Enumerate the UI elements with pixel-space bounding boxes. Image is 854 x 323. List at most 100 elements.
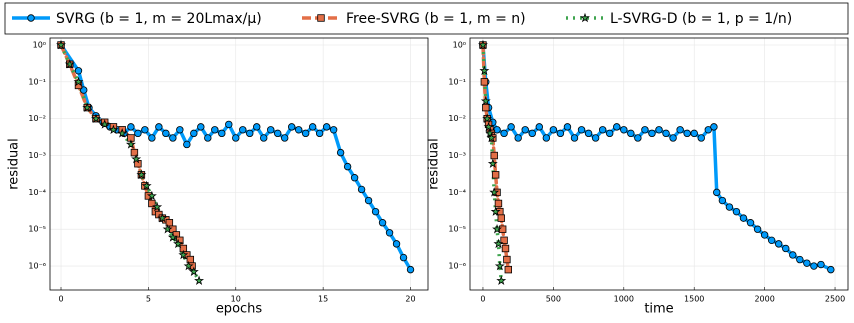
- marker: [378, 219, 387, 227]
- marker: [246, 129, 254, 138]
- marker: [157, 212, 168, 223]
- marker: [501, 244, 510, 253]
- marker: [620, 126, 628, 134]
- marker: [169, 134, 177, 142]
- marker: [125, 139, 136, 149]
- marker: [301, 129, 310, 138]
- marker: [489, 187, 500, 197]
- marker: [152, 201, 163, 212]
- marker: [482, 113, 493, 123]
- y-tick-label: 10⁻⁶: [28, 262, 46, 271]
- marker: [406, 265, 415, 274]
- marker: [480, 78, 489, 86]
- marker: [591, 134, 600, 142]
- marker: [162, 223, 173, 234]
- marker: [336, 148, 345, 157]
- marker: [504, 265, 513, 274]
- marker: [497, 214, 505, 222]
- marker: [662, 129, 670, 138]
- legend-marker: [27, 14, 35, 22]
- marker: [188, 266, 199, 276]
- marker: [487, 158, 498, 168]
- marker: [500, 129, 508, 138]
- marker: [274, 129, 282, 138]
- marker: [329, 126, 338, 134]
- x-axis-label: time: [644, 302, 673, 317]
- marker: [130, 148, 139, 157]
- marker: [556, 129, 565, 138]
- marker: [542, 134, 551, 142]
- marker: [514, 134, 522, 142]
- marker: [64, 59, 75, 69]
- y-tick-label: 10⁻³: [448, 151, 466, 160]
- x-tick-label: 15: [318, 295, 328, 304]
- marker: [56, 39, 66, 50]
- y-tick-label: 10⁰: [33, 41, 46, 50]
- marker: [485, 128, 495, 138]
- x-tick-label: 500: [546, 295, 561, 304]
- marker: [669, 134, 677, 142]
- marker: [760, 231, 769, 239]
- y-tick-label: 10⁻⁴: [28, 188, 46, 197]
- marker: [753, 225, 762, 233]
- x-tick-label: 2500: [825, 295, 845, 304]
- x-tick-label: 0: [480, 295, 485, 304]
- marker: [570, 134, 579, 142]
- marker: [162, 129, 170, 138]
- marker: [486, 132, 497, 143]
- marker: [479, 65, 490, 75]
- marker: [99, 119, 110, 129]
- marker: [131, 153, 142, 164]
- marker: [91, 113, 101, 123]
- marker: [399, 253, 408, 262]
- marker: [493, 238, 504, 249]
- marker: [767, 236, 776, 245]
- legend-marker: [317, 14, 325, 22]
- marker: [141, 180, 152, 191]
- legend-box: [4, 2, 849, 35]
- marker: [789, 251, 797, 259]
- marker: [634, 134, 642, 142]
- marker: [739, 214, 748, 222]
- marker: [507, 123, 515, 131]
- marker: [322, 123, 331, 131]
- y-tick-label: 10⁻⁶: [448, 262, 466, 271]
- marker: [598, 126, 607, 134]
- plot-area: [56, 39, 415, 285]
- marker: [186, 255, 195, 264]
- marker: [204, 134, 212, 142]
- marker: [225, 120, 233, 129]
- marker: [155, 123, 163, 131]
- marker: [173, 238, 184, 249]
- marker: [817, 260, 825, 269]
- marker: [183, 260, 194, 271]
- marker: [197, 123, 205, 131]
- marker: [725, 203, 734, 211]
- marker: [697, 134, 705, 142]
- y-tick-label: 10⁻⁴: [448, 188, 466, 197]
- marker: [146, 190, 157, 201]
- marker: [134, 129, 142, 138]
- marker: [232, 134, 240, 142]
- marker: [498, 225, 507, 233]
- marker: [713, 188, 721, 197]
- marker: [267, 126, 275, 134]
- marker: [648, 129, 656, 138]
- marker: [218, 129, 226, 138]
- marker: [710, 123, 718, 131]
- marker: [287, 123, 296, 131]
- plot-frame: [469, 37, 849, 291]
- marker: [718, 196, 727, 205]
- marker: [477, 39, 488, 50]
- marker: [500, 236, 508, 245]
- marker: [827, 265, 835, 274]
- marker: [357, 185, 366, 194]
- marker: [82, 102, 93, 112]
- marker: [746, 219, 755, 227]
- marker: [343, 162, 352, 171]
- marker: [563, 123, 572, 131]
- marker: [494, 199, 503, 208]
- marker: [496, 275, 507, 285]
- y-tick-label: 10⁻²: [448, 114, 466, 123]
